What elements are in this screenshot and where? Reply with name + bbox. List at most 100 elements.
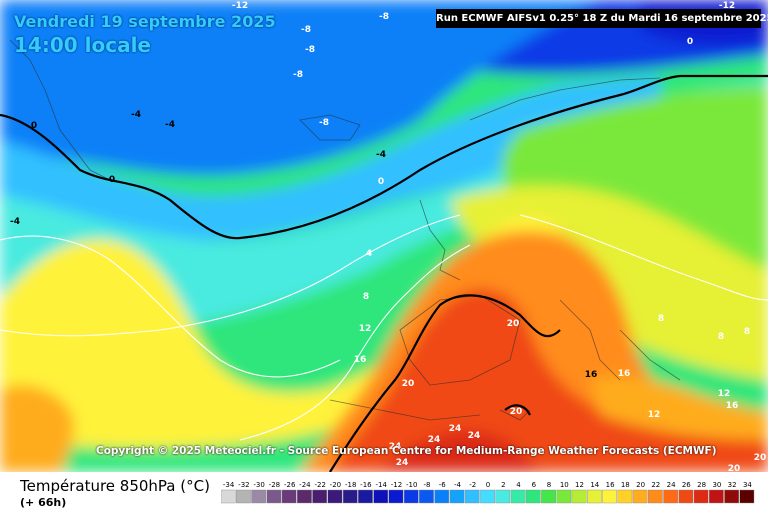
color-scale: -34 -32 -30 -28 -26 -24 -22 -20 -18 -16 -14 -12 -10-… (221, 481, 755, 504)
scale-swatch (358, 489, 373, 504)
scale-swatch (434, 489, 450, 504)
scale-tick-label: -16 (360, 481, 372, 489)
scale-swatch (525, 489, 541, 504)
scale-swatch (221, 489, 236, 504)
scale-tick-label: -10 (406, 481, 417, 489)
scale-swatch (403, 489, 419, 504)
scale-tick-label: -2 (469, 481, 476, 489)
copyright-notice: Copyright © 2025 Meteociel.fr - Source E… (96, 445, 717, 457)
temperature-map: -12 -8 -12 -8 -8 -8 -4 -4 -8 0 -4 0 0 -4… (0, 0, 768, 472)
scale-tick-label: -34 (223, 481, 235, 489)
scale-tick-label: 12 (575, 481, 584, 489)
contour-label: -4 (165, 120, 175, 130)
contour-label: 0 (109, 175, 115, 185)
scale-swatch (236, 489, 251, 504)
contour-label: 4 (366, 249, 372, 259)
scale-swatch (739, 489, 755, 504)
scale-swatch (571, 489, 587, 504)
contour-label: 0 (31, 121, 37, 131)
scale-swatch (281, 489, 297, 504)
scale-swatch (266, 489, 282, 504)
contour-label: 24 (389, 442, 402, 452)
scale-tick-label: -28 (269, 481, 280, 489)
contour-label: 8 (363, 292, 369, 302)
isotherms-thick (0, 74, 768, 472)
contour-label: -12 (232, 1, 248, 11)
scale-tick-label: -4 (454, 481, 462, 489)
scale-tick-label: -32 (238, 481, 249, 489)
contour-label: 24 (428, 435, 441, 445)
contour-label: 24 (396, 458, 409, 468)
scale-tick-label: 24 (667, 481, 676, 489)
scale-swatch (373, 489, 389, 504)
scale-tick-label: -20 (330, 481, 341, 489)
scale-swatch (617, 489, 633, 504)
scale-swatch (342, 489, 358, 504)
contour-label: 12 (718, 389, 731, 399)
scale-tick-label: 14 (590, 481, 599, 489)
contour-label: 0 (687, 37, 693, 47)
contour-label: -8 (293, 70, 303, 80)
scale-swatch (632, 489, 648, 504)
contour-label: 20 (507, 319, 520, 329)
scale-tick-label: -14 (375, 481, 387, 489)
scale-swatch (663, 489, 679, 504)
contour-label: 8 (658, 314, 664, 324)
scale-tick-label: 10 (560, 481, 569, 489)
scale-tick-label: 32 (728, 481, 737, 489)
scale-tick-label: 26 (682, 481, 691, 489)
contour-label: -8 (305, 45, 315, 55)
scale-swatch (419, 489, 434, 504)
scale-swatch (480, 489, 495, 504)
legend-subtitle: (+ 66h) (20, 496, 67, 509)
contour-label: 20 (754, 453, 767, 463)
contour-label: 16 (726, 401, 739, 411)
scale-tick-label: 22 (651, 481, 660, 489)
scale-swatch (709, 489, 724, 504)
scale-tick-label: 6 (532, 481, 537, 489)
scale-tick-label: 2 (501, 481, 505, 489)
scale-swatch (678, 489, 694, 504)
coastlines (9, 39, 681, 421)
scale-tick-label: 20 (636, 481, 645, 489)
model-run-label: Run ECMWF AIFSv1 0.25° 18 Z du Mardi 16 … (436, 9, 768, 28)
contour-label: 16 (354, 355, 367, 365)
scale-swatch (495, 489, 511, 504)
forecast-date: Vendredi 19 septembre 2025 (14, 12, 276, 31)
scale-tick-label: -18 (345, 481, 356, 489)
scale-tick-label: 0 (486, 481, 490, 489)
contour-label: -4 (131, 110, 141, 120)
contour-label: 0 (378, 177, 384, 187)
contour-label: 16 (618, 369, 631, 379)
scale-swatch (251, 489, 267, 504)
scale-swatch (556, 489, 572, 504)
scale-swatch (648, 489, 663, 504)
scale-tick-label: -22 (314, 481, 325, 489)
scale-tick-label: 16 (606, 481, 615, 489)
scale-tick-label: 34 (743, 481, 752, 489)
scale-swatch (602, 489, 617, 504)
scale-swatch (510, 489, 526, 504)
scale-swatch (587, 489, 602, 504)
scale-swatch (449, 489, 465, 504)
scale-tick-label: 30 (712, 481, 721, 489)
forecast-time: 14:00 locale (14, 33, 151, 57)
scale-swatch (541, 489, 556, 504)
scale-tick-label: -6 (439, 481, 447, 489)
scale-tick-label: 18 (621, 481, 630, 489)
scale-swatch (693, 489, 709, 504)
scale-swatch (312, 489, 328, 504)
contour-label: 8 (718, 332, 724, 342)
contour-label: 24 (468, 431, 481, 441)
scale-tick-label: 28 (697, 481, 706, 489)
contour-label: 20 (402, 379, 415, 389)
scale-tick-label: 8 (547, 481, 551, 489)
contour-label: -8 (319, 118, 329, 128)
contour-label: -4 (376, 150, 386, 160)
scale-swatch (388, 489, 404, 504)
scale-swatch (297, 489, 312, 504)
contour-label: 12 (648, 410, 661, 420)
isotherms-thin (0, 214, 768, 441)
scale-swatch (724, 489, 740, 504)
scale-tick-label: -30 (253, 481, 264, 489)
